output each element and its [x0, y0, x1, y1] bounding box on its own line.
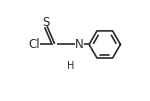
Text: Cl: Cl: [29, 38, 40, 51]
Text: H: H: [67, 61, 74, 71]
Text: N: N: [75, 38, 84, 51]
Text: S: S: [42, 16, 49, 29]
